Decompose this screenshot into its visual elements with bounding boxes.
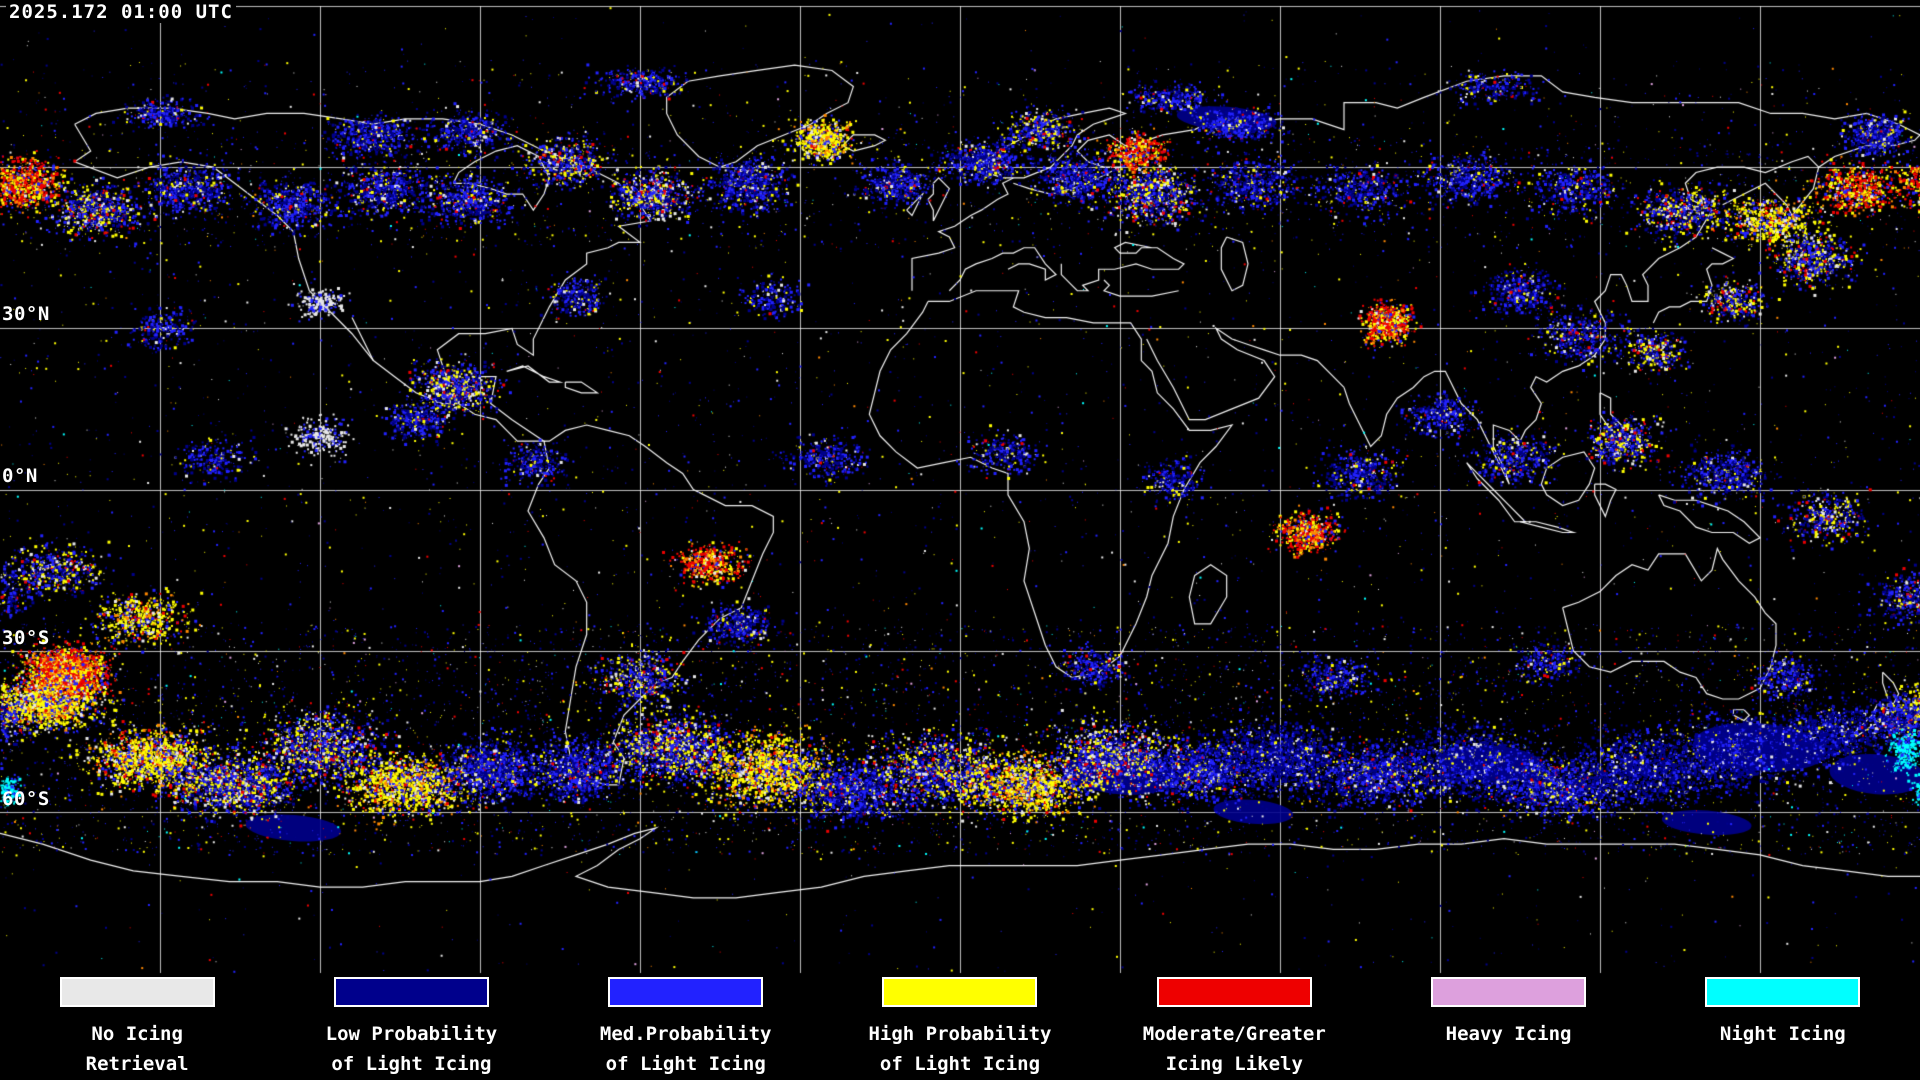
- legend-item-heavy-icing: Heavy Icing: [1371, 976, 1645, 1080]
- heavy-icing-swatch: [1431, 977, 1587, 1007]
- legend-item-high-probability: High Probability of Light Icing: [823, 976, 1097, 1080]
- legend-bar: No Icing Retrieval Low Probability of Li…: [0, 976, 1920, 1080]
- med-probability-swatch: [608, 977, 764, 1007]
- latitude-label-30s: 30°S: [2, 627, 50, 649]
- moderate-greater-swatch: [1156, 977, 1312, 1007]
- legend-label-line2: Icing Likely: [1165, 1053, 1303, 1075]
- legend-label-line1: No Icing: [91, 1023, 183, 1045]
- low-probability-swatch: [333, 977, 489, 1007]
- legend-label-line1: Med.Probability: [599, 1023, 772, 1045]
- latitude-label-60s: 60°S: [2, 788, 50, 810]
- latitude-label-0n: 0°N: [2, 465, 38, 487]
- legend-item-med-probability: Med.Probability of Light Icing: [549, 976, 823, 1080]
- legend-item-night-icing: Night Icing: [1646, 976, 1920, 1080]
- no-icing-swatch: [59, 977, 215, 1007]
- high-probability-swatch: [882, 977, 1038, 1007]
- legend-label-line2: of Light Icing: [879, 1053, 1041, 1075]
- legend-label-line1: High Probability: [868, 1023, 1052, 1045]
- world-icing-map: [0, 0, 1920, 976]
- legend-label-line2: of Light Icing: [605, 1053, 766, 1075]
- legend-label-line2: of Light Icing: [331, 1053, 492, 1075]
- legend-label-line2: Retrieval: [85, 1053, 189, 1075]
- legend-label-line1: Heavy Icing: [1445, 1023, 1572, 1045]
- timestamp: 2025.172 01:00 UTC: [6, 1, 236, 23]
- legend-label-line1: Moderate/Greater: [1142, 1023, 1326, 1045]
- legend-label-line1: Low Probability: [325, 1023, 498, 1045]
- legend-item-no-icing: No Icing Retrieval: [0, 976, 274, 1080]
- latitude-label-30n: 30°N: [2, 303, 50, 325]
- legend-item-low-probability: Low Probability of Light Icing: [274, 976, 548, 1080]
- legend-item-moderate-greater: Moderate/Greater Icing Likely: [1097, 976, 1371, 1080]
- legend-label-line1: Night Icing: [1719, 1023, 1846, 1045]
- night-icing-swatch: [1705, 977, 1861, 1007]
